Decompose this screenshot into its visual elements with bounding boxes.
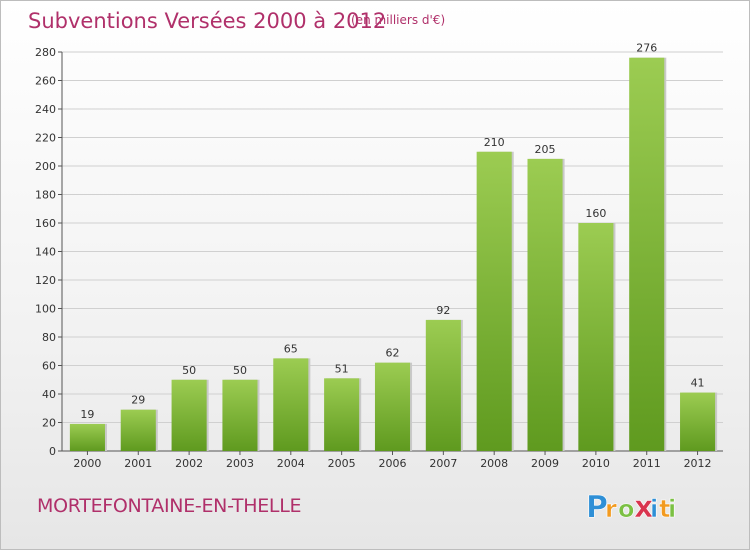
y-tick-label: 160: [35, 217, 56, 230]
commune-name: MORTEFONTAINE-EN-THELLE: [37, 495, 302, 517]
data-label: 210: [484, 136, 505, 149]
x-tick-label: 2011: [633, 457, 661, 470]
x-tick-label: 2010: [582, 457, 610, 470]
data-label: 205: [535, 143, 556, 156]
bar: [629, 57, 665, 451]
y-tick-label: 40: [42, 388, 56, 401]
bar: [476, 151, 512, 451]
x-tick-label: 2002: [175, 457, 203, 470]
bar: [171, 379, 207, 451]
bar: [120, 409, 156, 451]
y-tick-label: 140: [35, 246, 56, 259]
y-tick-label: 220: [35, 132, 56, 145]
bar: [425, 319, 461, 451]
y-tick-label: 120: [35, 274, 56, 287]
y-tick-label: 60: [42, 360, 56, 373]
data-label: 41: [691, 377, 705, 390]
x-tick-label: 2012: [684, 457, 712, 470]
y-tick-label: 100: [35, 303, 56, 316]
bar: [69, 423, 105, 451]
y-tick-label: 0: [49, 445, 56, 458]
x-tick-label: 2006: [379, 457, 407, 470]
data-label: 19: [80, 408, 94, 421]
bar: [374, 362, 411, 451]
data-label: 160: [585, 207, 606, 220]
y-tick-label: 260: [35, 75, 56, 88]
data-label: 50: [182, 364, 196, 377]
logo-letter: i: [668, 495, 676, 523]
bar: [578, 223, 614, 451]
y-tick-label: 240: [35, 103, 56, 116]
x-tick-label: 2000: [73, 457, 101, 470]
logo-letter: i: [650, 495, 658, 523]
x-tick-label: 2003: [226, 457, 254, 470]
x-tick-label: 2004: [277, 457, 305, 470]
bar: [273, 358, 309, 451]
x-tick-label: 2001: [124, 457, 152, 470]
y-tick-label: 180: [35, 189, 56, 202]
x-tick-label: 2009: [531, 457, 559, 470]
y-tick-label: 80: [42, 331, 56, 344]
y-tick-label: 20: [42, 417, 56, 430]
data-label: 65: [284, 342, 298, 355]
x-tick-label: 2007: [429, 457, 457, 470]
y-tick-label: 280: [35, 46, 56, 59]
data-label: 51: [335, 362, 349, 375]
data-label: 50: [233, 364, 247, 377]
bar: [527, 158, 563, 451]
logo-letter: t: [659, 495, 670, 523]
logo-letter: P: [586, 490, 608, 525]
x-tick-label: 2008: [480, 457, 508, 470]
data-label: 92: [436, 304, 450, 317]
logo-letter: r: [605, 495, 617, 523]
x-tick-label: 2005: [328, 457, 356, 470]
bar: [222, 379, 258, 451]
logo-letter: x: [634, 490, 653, 525]
chart-title: Subventions Versées 2000 à 2012: [28, 9, 387, 33]
y-tick-label: 200: [35, 160, 56, 173]
bar: [324, 378, 360, 451]
data-label: 62: [386, 347, 400, 360]
chart-unit-note: (en milliers d'€): [351, 13, 446, 27]
logo-letter: o: [618, 495, 635, 523]
data-label: 276: [636, 42, 657, 55]
bar: [680, 392, 716, 451]
proxiti-logo: Pr o xi ti: [586, 490, 677, 526]
data-label: 29: [131, 394, 145, 407]
